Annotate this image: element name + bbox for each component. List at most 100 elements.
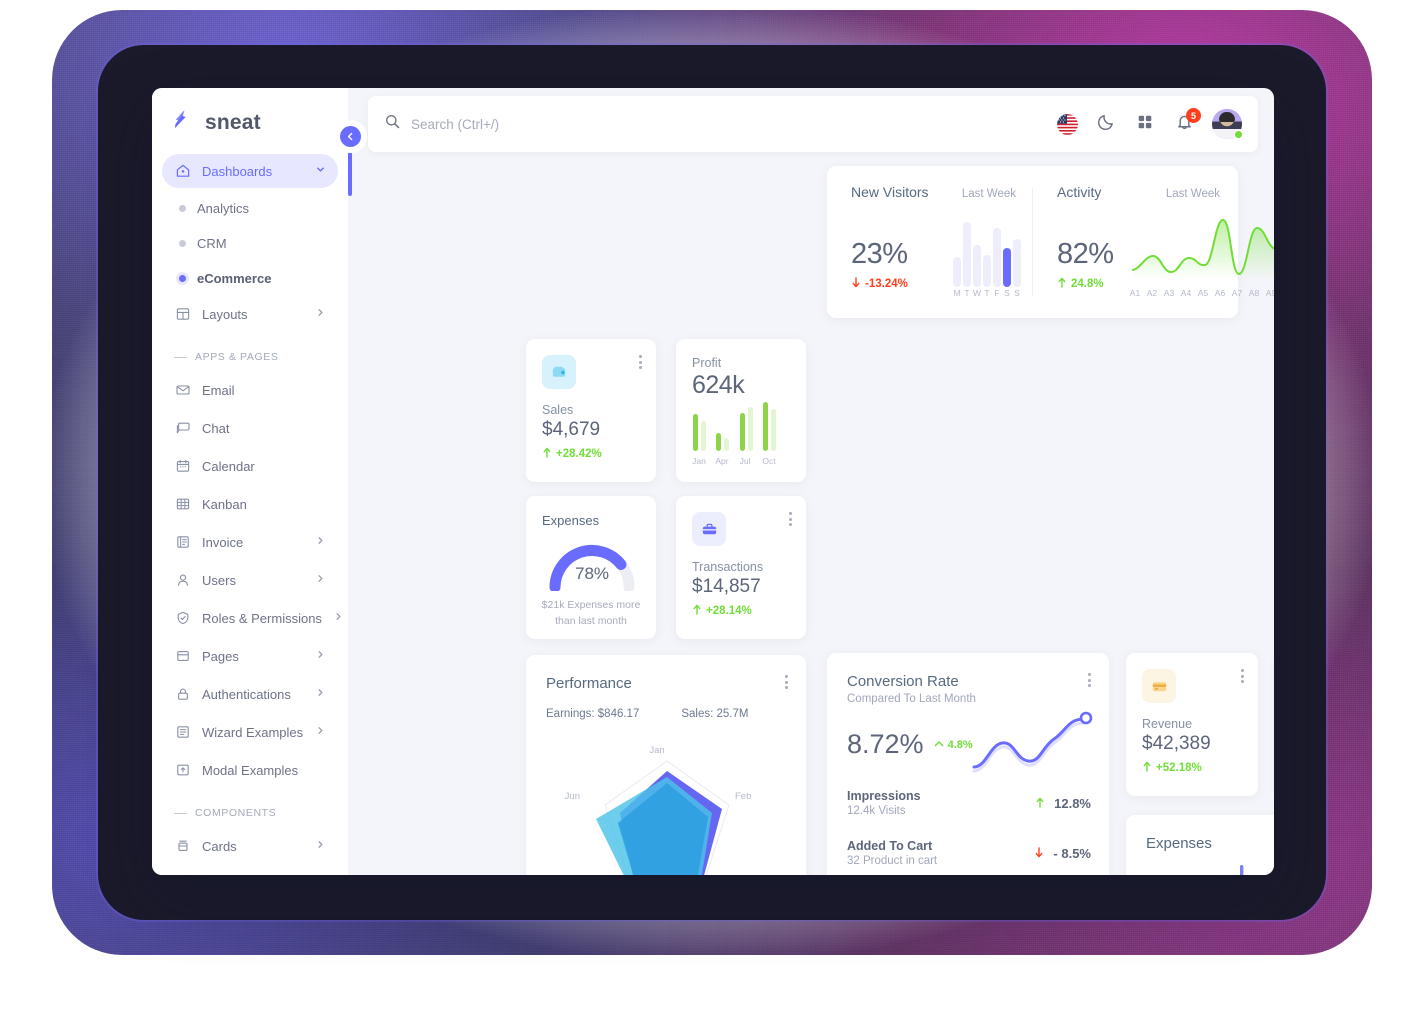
new-visitors-value: 23%	[851, 238, 908, 270]
visitors-activity-card: New Visitors Last Week 23% -13.24%	[827, 166, 1274, 318]
bullet-icon	[179, 239, 186, 247]
svg-text:S: S	[1014, 288, 1020, 296]
sidebar-item-wizard-examples[interactable]: Wizard Examples	[162, 715, 338, 749]
sidebar-item-ecommerce[interactable]: eCommerce	[162, 262, 338, 294]
sidebar-item-invoice[interactable]: Invoice	[162, 525, 338, 559]
conversion-line-chart	[972, 711, 1097, 773]
arrow-up-icon	[542, 447, 552, 461]
notification-badge: 5	[1186, 108, 1201, 123]
sales-card-menu-button[interactable]	[639, 355, 642, 369]
main-content: Search (Ctrl+/)	[348, 88, 1274, 875]
sidebar-item-roles-permissions[interactable]: Roles & Permissions	[162, 601, 341, 635]
active-indicator-bar	[348, 152, 352, 196]
svg-text:M: M	[953, 288, 960, 296]
conversion-value: 8.72%	[847, 729, 924, 759]
brand-logo-block[interactable]: sneat	[152, 88, 348, 154]
new-visitors-panel: New Visitors Last Week 23% -13.24%	[827, 166, 1032, 318]
sidebar-item-layouts[interactable]: Layouts	[162, 297, 338, 331]
sidebar-item-label: Kanban	[202, 496, 247, 512]
briefcase-icon	[692, 512, 726, 546]
bullet-icon	[179, 274, 186, 282]
avatar[interactable]	[1212, 109, 1243, 139]
sidebar: sneat Dashboards	[152, 88, 367, 875]
conversion-card-menu-button[interactable]	[1088, 673, 1091, 687]
sidebar-item-chat[interactable]: Chat	[162, 411, 338, 445]
svg-text:A6: A6	[1215, 288, 1226, 298]
new-visitors-period: Last Week	[961, 188, 1016, 200]
section-dash	[174, 356, 187, 358]
activity-area-chart: A1 A2 A3 A4 A5 A6 A7 A8 A9	[1130, 204, 1274, 298]
home-icon	[174, 163, 191, 180]
revenue-card-menu-button[interactable]	[1241, 669, 1244, 683]
performance-earnings-label: Earnings: $846.17	[546, 708, 640, 720]
sidebar-item-modal-examples[interactable]: Modal Examples	[162, 753, 338, 787]
sidebar-item-label: Layouts	[202, 306, 248, 322]
conversion-title: Conversion Rate	[847, 673, 959, 690]
search-icon	[384, 113, 401, 135]
sidebar-item-authentications[interactable]: Authentications	[162, 677, 338, 711]
svg-text:Jun: Jun	[565, 791, 580, 802]
sidebar-item-email[interactable]: Email	[162, 373, 338, 407]
sidebar-item-users[interactable]: Users	[162, 563, 338, 597]
us-flag-icon	[1056, 113, 1078, 135]
brand-name: sneat	[205, 111, 261, 134]
svg-text:Jan: Jan	[649, 745, 664, 756]
svg-text:S: S	[1004, 288, 1010, 296]
sidebar-item-crm[interactable]: CRM	[162, 227, 338, 259]
conversion-row-value: - 8.5%	[1053, 845, 1091, 861]
chevron-right-icon	[315, 573, 326, 587]
invoice-icon	[174, 534, 191, 551]
sidebar-item-cards[interactable]: Cards	[162, 829, 338, 863]
online-status-dot	[1234, 130, 1243, 139]
apps-shortcut-button[interactable]	[1134, 113, 1156, 135]
sidebar-item-pages[interactable]: Pages	[162, 639, 338, 673]
svg-text:A8: A8	[1249, 288, 1260, 298]
chevron-right-icon	[315, 725, 326, 739]
svg-text:Feb: Feb	[735, 791, 751, 802]
revenue-label: Revenue	[1142, 717, 1193, 731]
theme-toggle-button[interactable]	[1095, 113, 1117, 135]
sales-card: Sales $4,679 +28.42%	[526, 339, 656, 482]
expenses-gauge-card: Expenses 78% $21k Expenses more than las…	[526, 496, 656, 639]
sales-value: $4,679	[542, 419, 601, 440]
transactions-delta: +28.14%	[692, 604, 806, 618]
arrow-down-icon	[1034, 846, 1044, 861]
activity-delta: 24.8%	[1057, 277, 1114, 291]
sidebar-item-label: Pages	[202, 648, 239, 664]
activity-panel: Activity Last Week 82% 24.8%	[1033, 166, 1274, 318]
conversion-row-sub: 32 Product in cart	[847, 855, 938, 867]
notifications-button[interactable]: 5	[1173, 108, 1201, 135]
expenses-bottom-title: Expenses	[1146, 835, 1212, 852]
sidebar-item-user-interface[interactable]: User interface	[162, 867, 338, 875]
sidebar-item-label: Dashboards	[202, 163, 273, 179]
conversion-delta: 4.8%	[934, 739, 973, 751]
transactions-card-menu-button[interactable]	[789, 512, 792, 526]
sidebar-item-label: Roles & Permissions	[202, 610, 322, 626]
activity-delta-value: 24.8%	[1071, 278, 1104, 290]
sneat-logo-icon	[175, 110, 186, 128]
sidebar-item-label: Cards	[202, 838, 237, 854]
search-input[interactable]: Search (Ctrl+/)	[384, 113, 1056, 135]
sidebar-collapse-button[interactable]	[334, 120, 367, 153]
section-label: COMPONENTS	[195, 807, 277, 819]
sidebar-item-kanban[interactable]: Kanban	[162, 487, 338, 521]
expenses-bottom-card: Expenses	[1126, 815, 1274, 875]
activity-period: Last Week	[1165, 188, 1220, 200]
sales-label: Sales	[542, 403, 574, 417]
language-switcher[interactable]	[1056, 113, 1078, 135]
performance-card-menu-button[interactable]	[785, 675, 788, 689]
sidebar-item-label: Invoice	[202, 534, 244, 550]
performance-title: Performance	[546, 675, 632, 692]
conversion-row-label: Impressions	[847, 789, 921, 803]
modal-icon	[174, 762, 191, 779]
revenue-delta-value: +52.18%	[1156, 762, 1202, 774]
arrow-up-icon	[1142, 761, 1152, 775]
svg-text:Oct: Oct	[762, 456, 776, 466]
activity-title: Activity	[1057, 184, 1102, 200]
svg-text:T: T	[964, 288, 969, 296]
sidebar-item-analytics[interactable]: Analytics	[162, 192, 338, 224]
sidebar-item-calendar[interactable]: Calendar	[162, 449, 338, 483]
wallet-icon	[542, 355, 576, 389]
sidebar-item-dashboards[interactable]: Dashboards	[162, 154, 338, 188]
